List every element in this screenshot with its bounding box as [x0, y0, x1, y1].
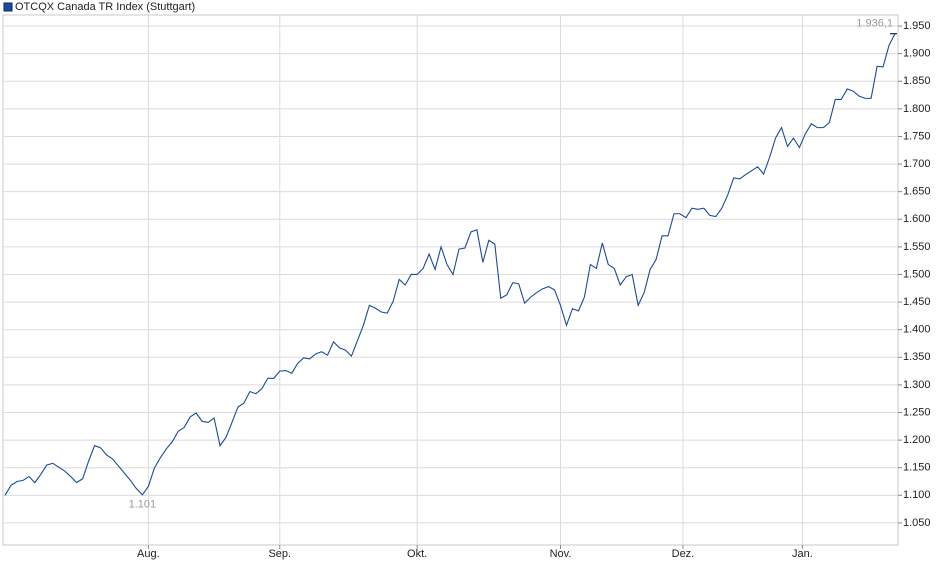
y-tick-label: 1.250 — [903, 406, 931, 418]
y-tick-label: 1.400 — [903, 324, 931, 336]
x-tick-label: Aug. — [137, 548, 160, 560]
y-tick-label: 1.050 — [903, 517, 931, 529]
y-tick-label: 1.950 — [903, 20, 931, 32]
value-label: 1.936,1 — [856, 18, 893, 30]
x-tick-label: Sep. — [268, 548, 291, 560]
y-tick-label: 1.450 — [903, 296, 931, 308]
y-tick-label: 1.600 — [903, 213, 931, 225]
y-tick-label: 1.550 — [903, 241, 931, 253]
y-tick-label: 1.800 — [903, 103, 931, 115]
y-tick-label: 1.350 — [903, 351, 931, 363]
y-tick-label: 1.500 — [903, 268, 931, 280]
y-tick-label: 1.700 — [903, 158, 931, 170]
x-tick-label: Okt. — [407, 548, 427, 560]
y-tick-label: 1.900 — [903, 48, 931, 60]
y-tick-label: 1.750 — [903, 130, 931, 142]
y-tick-label: 1.850 — [903, 75, 931, 87]
y-tick-label: 1.300 — [903, 379, 931, 391]
line — [4, 33, 896, 496]
legend-swatch — [3, 2, 13, 12]
y-tick-label: 1.200 — [903, 434, 931, 446]
x-tick-label: Jan. — [792, 548, 813, 560]
x-tick-label: Nov. — [550, 548, 572, 560]
y-tick-label: 1.650 — [903, 186, 931, 198]
x-tick-label: Dez. — [672, 548, 695, 560]
legend-label: OTCQX Canada TR Index (Stuttgart) — [15, 1, 195, 13]
y-tick-label: 1.150 — [903, 462, 931, 474]
y-tick-label: 1.100 — [903, 489, 931, 501]
value-label: 1.101 — [129, 499, 157, 511]
plot-frame — [2, 14, 899, 546]
